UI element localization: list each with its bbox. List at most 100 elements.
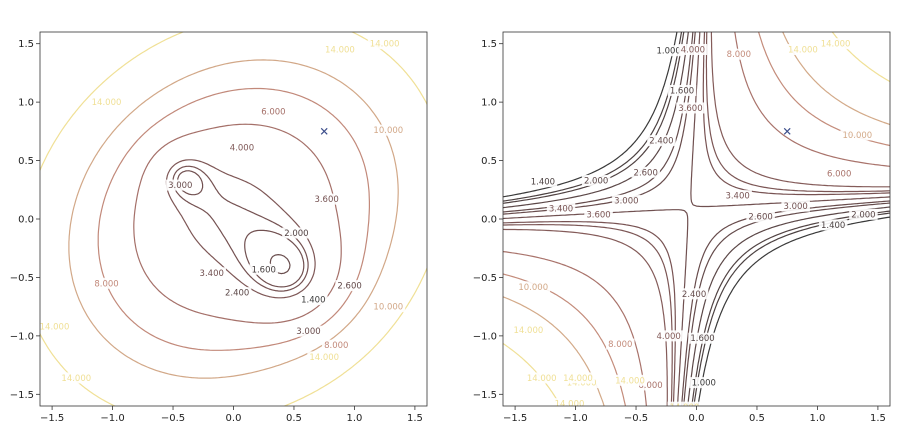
contour-label-backdrop xyxy=(307,351,342,363)
contour-label: 8.000 xyxy=(94,279,118,289)
right-contour-panel: 1.000 4.0001.6003.6002.4002.6002.0001.400… xyxy=(473,31,891,424)
contour-label-backdrop xyxy=(516,281,551,293)
contour-label: 14.000 xyxy=(370,40,400,50)
contour-label: 1.400 xyxy=(301,296,325,306)
contour-label: 14.000 xyxy=(670,403,700,413)
contour-label-backdrop xyxy=(371,301,406,313)
contour-label: 3.000 xyxy=(614,196,638,206)
contour-label-backdrop xyxy=(222,287,252,299)
x-tick-label: 1.0 xyxy=(346,413,362,424)
contour-label-backdrop xyxy=(636,379,665,391)
contour-label-backdrop xyxy=(606,338,635,350)
contour-label-backdrop xyxy=(552,398,587,406)
contour-line-level xyxy=(97,87,370,351)
contour-label: 2.000 xyxy=(284,229,308,239)
y-tick-label: −1.0 xyxy=(10,331,34,342)
contour-label-backdrop xyxy=(654,45,683,57)
contour-label-backdrop xyxy=(197,267,226,279)
contour-label-backdrop xyxy=(849,208,878,220)
x-tick-label: −1.0 xyxy=(563,413,587,424)
contour-label-backdrop xyxy=(561,372,595,384)
contour-label-backdrop xyxy=(227,142,257,154)
contour-label-backdrop xyxy=(40,321,72,333)
contour-label-backdrop xyxy=(676,102,705,114)
contour-label-backdrop xyxy=(249,263,278,275)
contour-label-backdrop xyxy=(612,194,641,206)
contour-label: 14.000 xyxy=(563,374,593,384)
contour-label-backdrop xyxy=(679,288,709,300)
x-tick-label: −1.5 xyxy=(503,413,527,424)
contour-label: 6.000 xyxy=(638,381,662,391)
contour-label: 3.600 xyxy=(586,210,610,220)
x-tick-label: −1.5 xyxy=(40,413,64,424)
contour-label-backdrop xyxy=(678,44,708,56)
contour-label: 14.000 xyxy=(309,353,339,363)
y-tick-label: 1.5 xyxy=(481,39,497,50)
x-tick-label: 1.5 xyxy=(870,413,886,424)
y-tick-label: −0.5 xyxy=(473,273,497,284)
contour-labels: 1.000 4.0001.6003.6002.4002.6002.0001.400… xyxy=(511,38,878,413)
contour-label: 14.000 xyxy=(615,376,645,386)
contour-label: 6.000 xyxy=(261,107,285,117)
contour-label: 2.400 xyxy=(649,137,673,147)
contour-label: 10.000 xyxy=(842,131,872,141)
contour-label-backdrop xyxy=(667,84,697,96)
contour-label: 2.600 xyxy=(748,213,772,223)
contour-label-backdrop xyxy=(294,325,323,337)
contour-label-backdrop xyxy=(59,372,94,384)
contour-label: 2.400 xyxy=(225,289,249,299)
contour-label: 8.000 xyxy=(324,341,348,351)
contour-label: 1.400 xyxy=(821,221,845,231)
contour-label: 4.000 xyxy=(681,46,705,56)
contour-label: 10.000 xyxy=(373,303,403,313)
x-tick-label: 1.5 xyxy=(407,413,423,424)
contour-label: 1.000 xyxy=(657,47,681,57)
contour-label: 3.600 xyxy=(314,195,338,205)
contour-label: 3.400 xyxy=(200,269,224,279)
contour-label-backdrop xyxy=(312,193,341,205)
contour-label: 14.000 xyxy=(61,374,91,384)
x-tick-label: −0.5 xyxy=(624,413,648,424)
contour-label: 1.400 xyxy=(531,178,555,188)
contour-label: 14.000 xyxy=(514,326,544,336)
y-tick-label: 0.0 xyxy=(481,215,497,226)
contour-label-backdrop xyxy=(613,374,647,386)
contour-label: 2.000 xyxy=(851,210,875,220)
contour-label-backdrop xyxy=(818,38,853,50)
contour-label: 3.000 xyxy=(168,181,192,191)
x-marker xyxy=(320,127,328,135)
contour-label: 14.000 xyxy=(555,400,585,410)
y-tick-label: −1.5 xyxy=(473,390,497,401)
contour-label-backdrop xyxy=(528,176,558,188)
left-contour-panel: 14.000 14.000 14.000 14.000 14.000 14.000 10.0… xyxy=(10,31,428,424)
contour-label-backdrop xyxy=(546,202,576,214)
contour-label-backdrop xyxy=(667,401,702,406)
contour-label-backdrop xyxy=(511,324,546,336)
contour-label: 3.000 xyxy=(783,202,807,212)
contour-label-backdrop xyxy=(524,372,559,384)
contour-label-backdrop xyxy=(840,129,875,141)
contour-label-backdrop xyxy=(724,48,754,60)
contour-label: 14.000 xyxy=(92,98,122,108)
x-marker xyxy=(783,127,791,135)
contour-label: 2.000 xyxy=(584,176,608,186)
contour-label-backdrop xyxy=(824,167,854,179)
contour-label-backdrop xyxy=(323,44,357,56)
contour-label: 4.000 xyxy=(657,332,681,342)
contour-label-backdrop xyxy=(259,105,288,117)
contour-label: 8.000 xyxy=(608,340,632,350)
y-tick-label: 0.5 xyxy=(18,156,34,167)
contour-label: 2.600 xyxy=(337,282,361,292)
contour-label-backdrop xyxy=(92,277,121,289)
y-tick-label: 1.0 xyxy=(18,98,34,109)
contour-line-level xyxy=(40,32,427,406)
contour-label: 4.000 xyxy=(230,144,254,154)
contour-lines xyxy=(40,32,427,406)
contour-label-backdrop xyxy=(299,294,328,306)
contour-label-backdrop xyxy=(584,208,613,220)
x-tick-label: −0.5 xyxy=(161,413,185,424)
contour-label-backdrop xyxy=(371,124,406,136)
y-tick-label: 1.0 xyxy=(481,98,497,109)
contour-line-level xyxy=(68,59,399,379)
